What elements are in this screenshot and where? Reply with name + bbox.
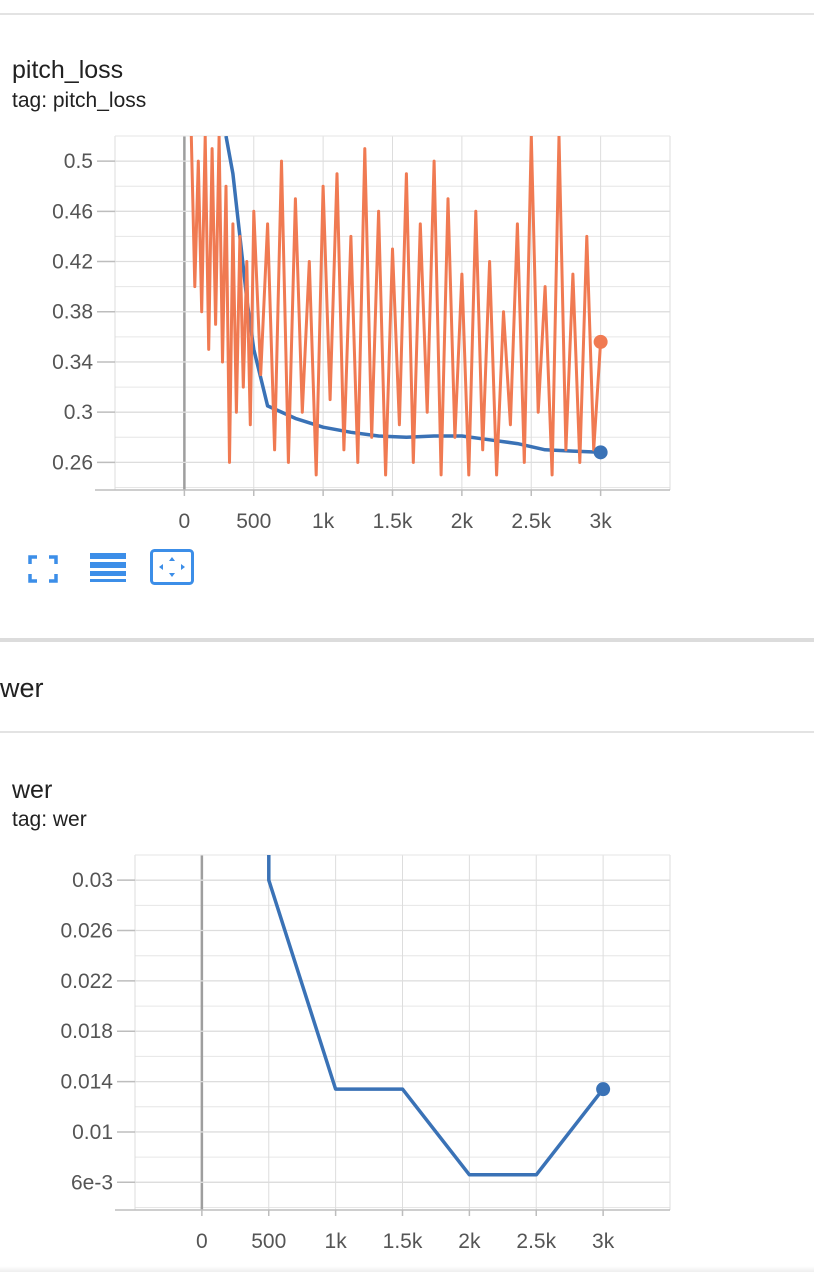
wer-chart[interactable]: 0 500 1k 1.5k 2k 2.5k 3k 6e-3 0.01 0.014 0.018 0.02… — [0, 840, 814, 1265]
x-tick-label: 2k — [451, 510, 474, 533]
smoothed-series-endpoint — [596, 1082, 611, 1097]
y-tick-label: 0.022 — [60, 970, 113, 993]
y-tick-label: 6e-3 — [71, 1171, 113, 1194]
x-tick-label: 3k — [590, 510, 613, 533]
log-scale-lines-icon — [90, 553, 126, 582]
smoothed-series-line — [267, 855, 605, 1177]
y-tick-label: 0.5 — [64, 150, 93, 173]
x-tick-label: 1k — [312, 510, 335, 533]
x-tick-label: 3k — [592, 1230, 615, 1253]
raw-series-endpoint — [593, 334, 608, 349]
x-tick-label: 500 — [236, 510, 271, 533]
top-divider — [0, 13, 814, 15]
chart-tag: tag: pitch_loss — [12, 89, 147, 112]
x-tick-label: 0 — [179, 510, 191, 533]
y-tick-label: 0.3 — [64, 401, 93, 424]
pitch-loss-chart[interactable]: 0 500 1k 1.5k 2k 2.5k 3k 0.26 0.3 0.34 0.38 0.42 0.4… — [0, 120, 814, 540]
plot-lines — [189, 136, 603, 477]
plot-lines — [267, 855, 605, 1177]
fit-domain-button[interactable] — [150, 549, 194, 585]
x-tick-label: 1k — [325, 1230, 348, 1253]
x-tick-label: 2.5k — [511, 510, 551, 533]
x-tick-label: 1.5k — [383, 1230, 423, 1253]
log-scale-button[interactable] — [89, 552, 127, 584]
section-title: wer — [0, 673, 44, 703]
x-tick-label: 1.5k — [373, 510, 413, 533]
y-tick-label: 0.03 — [72, 869, 113, 892]
smoothed-series-endpoint — [593, 445, 608, 460]
section-divider — [0, 638, 814, 642]
section-header-divider — [0, 731, 814, 733]
fullscreen-icon — [28, 555, 58, 583]
fullscreen-button[interactable] — [28, 555, 58, 583]
y-tick-label: 0.42 — [52, 251, 93, 274]
chart-tag: tag: wer — [12, 808, 87, 831]
y-tick-label: 0.026 — [60, 920, 113, 943]
x-tick-label: 2.5k — [516, 1230, 556, 1253]
x-tick-label: 2k — [458, 1230, 481, 1253]
fit-domain-icon — [150, 549, 194, 585]
y-tick-label: 0.46 — [52, 200, 93, 223]
y-tick-label: 0.014 — [60, 1071, 113, 1094]
y-tick-label: 0.38 — [52, 301, 93, 324]
y-tick-label: 0.26 — [52, 451, 93, 474]
x-tick-label: 0 — [196, 1230, 208, 1253]
chart-title: wer — [12, 776, 53, 804]
chart-title: pitch_loss — [12, 56, 124, 84]
y-tick-label: 0.018 — [60, 1020, 113, 1043]
y-tick-label: 0.01 — [72, 1121, 113, 1144]
footer-shadow — [0, 1266, 814, 1272]
x-tick-label: 500 — [251, 1230, 286, 1253]
raw-series-line — [189, 136, 603, 477]
y-tick-label: 0.34 — [52, 351, 93, 374]
